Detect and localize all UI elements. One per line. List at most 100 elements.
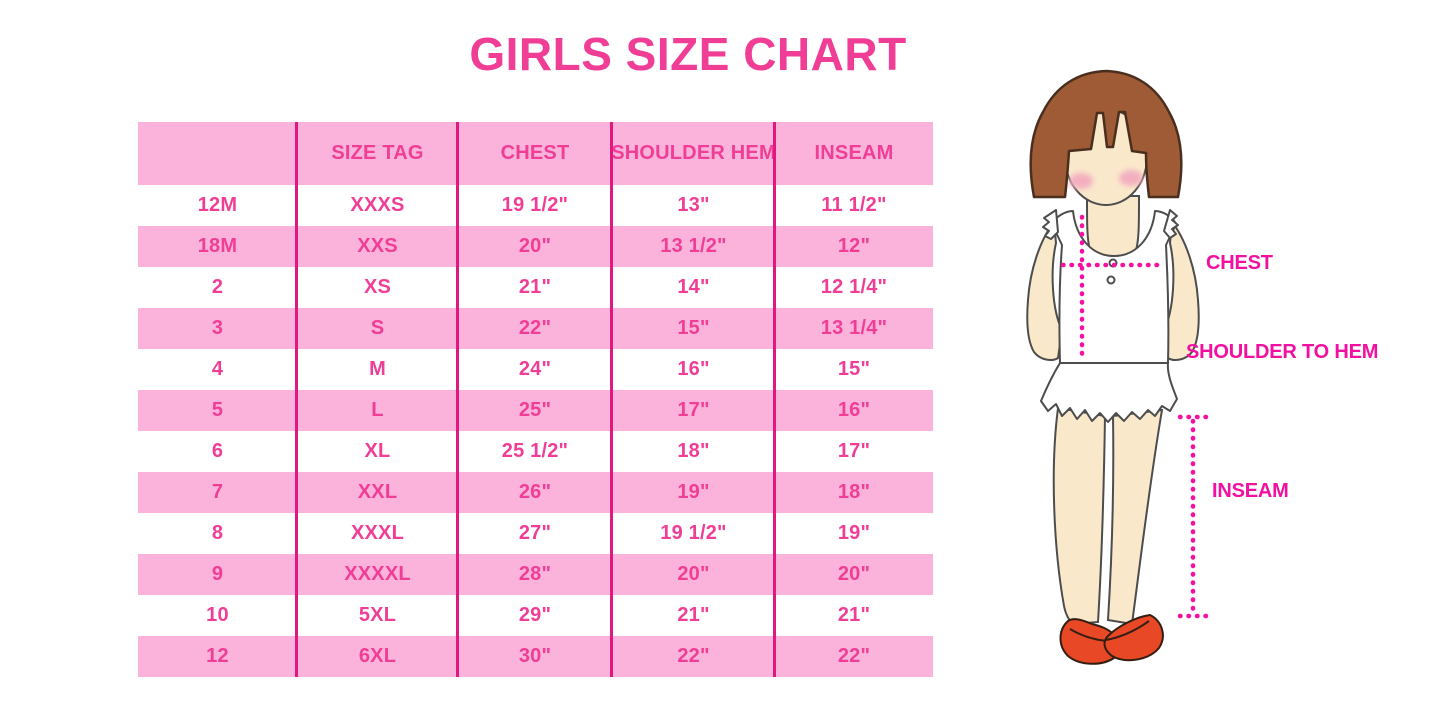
table-cell: 22" (837, 645, 871, 667)
table-cell: XS (363, 276, 392, 298)
table-cell: 17" (837, 440, 871, 462)
table-cell: 21" (677, 604, 710, 626)
table-cell: 21" (518, 276, 552, 298)
table-cell: XXS (357, 235, 398, 257)
shoulder-to-hem-label: SHOULDER TO HEM (1186, 341, 1379, 363)
girl-blush-right (1119, 170, 1143, 186)
table-row: 18M XXS 20" 13 1/2" 12" (138, 226, 933, 267)
table-cell: 12" (837, 235, 871, 257)
table-cell: 29" (518, 604, 552, 626)
table-cell: 13 1/2" (660, 235, 727, 257)
table-cell: L (371, 399, 384, 421)
table-cell: 15" (837, 358, 871, 380)
table-header-row: SIZE TAG CHEST SHOULDER HEM INSEAM (138, 122, 933, 185)
table-cell: 27" (518, 522, 552, 544)
girl-right-shoe (1103, 614, 1164, 662)
column-header-chest: CHEST (500, 142, 570, 164)
table-cell: 5 (211, 399, 224, 421)
table-cell: 7 (211, 481, 224, 503)
table-cell: 9 (211, 563, 224, 585)
girl-left-ruffle (1042, 209, 1059, 240)
chest-label: CHEST (1206, 252, 1273, 274)
table-cell: 20" (677, 563, 710, 585)
table-cell: 5XL (358, 604, 397, 626)
table-row: 4 M 24" 16" 15" (138, 349, 933, 390)
table-cell: 2 (211, 276, 224, 298)
table-cell: XXXXL (344, 563, 411, 585)
table-cell: 10 (206, 604, 229, 626)
table-cell: S (370, 317, 385, 339)
table-cell: 8 (211, 522, 224, 544)
table-row: 12M XXXS 19 1/2" 13" 11 1/2" (138, 185, 933, 226)
table-cell: XXXL (350, 522, 405, 544)
table-cell: 18M (197, 235, 238, 257)
table-cell: 15" (677, 317, 710, 339)
table-cell: 6 (211, 440, 224, 462)
table-cell: M (369, 358, 386, 380)
column-divider (610, 122, 613, 677)
table-row: 8 XXXL 27" 19 1/2" 19" (138, 513, 933, 554)
column-header-shoulder-hem: SHOULDER HEM (611, 142, 776, 164)
table-row: 12 6XL 30" 22" 22" (138, 636, 933, 677)
girl-neck (1085, 195, 1141, 260)
table-cell: 28" (518, 563, 552, 585)
girl-right-leg (1106, 408, 1164, 626)
table-cell: 14" (677, 276, 710, 298)
girl-hair (1029, 69, 1183, 199)
table-cell: 11 1/2" (821, 194, 887, 216)
table-cell: 25" (518, 399, 552, 421)
table-row: 10 5XL 29" 21" 21" (138, 595, 933, 636)
table-row: 2 XS 21" 14" 12 1/4" (138, 267, 933, 308)
table-cell: 19" (837, 522, 871, 544)
table-cell: 18" (837, 481, 871, 503)
girl-left-arm (1026, 219, 1064, 361)
table-cell: XXL (357, 481, 398, 503)
table-cell: 6XL (358, 645, 397, 667)
table-cell: XL (364, 440, 391, 462)
table-row: 5 L 25" 17" 16" (138, 390, 933, 431)
table-cell: 20" (518, 235, 552, 257)
column-divider (773, 122, 776, 677)
inseam-label: INSEAM (1212, 480, 1289, 502)
column-header-size-tag: SIZE TAG (331, 142, 424, 164)
measurement-figure (1000, 55, 1400, 685)
table-cell: 19" (677, 481, 710, 503)
girl-skirt (1040, 362, 1178, 423)
table-cell: 12 1/4" (820, 276, 888, 298)
girl-top-button (1106, 275, 1116, 285)
table-cell: 22" (518, 317, 552, 339)
girl-right-ruffle (1163, 209, 1179, 239)
table-cell: 3 (211, 317, 224, 339)
table-cell: 12 (206, 645, 229, 667)
girl-left-leg (1052, 406, 1107, 626)
table-row: 7 XXL 26" 19" 18" (138, 472, 933, 513)
table-cell: 19 1/2" (501, 194, 569, 216)
size-table-rows: 12M XXXS 19 1/2" 13" 11 1/2" 18M XXS 20" 13 1/2"… (138, 185, 933, 677)
column-divider (456, 122, 459, 677)
table-cell: 12M (197, 194, 238, 216)
girl-right-arm (1162, 219, 1200, 361)
table-cell: XXXS (350, 194, 405, 216)
table-row: 3 S 22" 15" 13 1/4" (138, 308, 933, 349)
table-cell: 21" (837, 604, 871, 626)
column-header-blank (138, 122, 297, 185)
table-cell: 22" (677, 645, 710, 667)
girl-right-shoe-strap (1105, 620, 1150, 641)
table-cell: 13 1/4" (820, 317, 888, 339)
page-title: GIRLS SIZE CHART (469, 28, 907, 80)
table-cell: 17" (677, 399, 710, 421)
table-cell: 18" (677, 440, 710, 462)
column-divider (295, 122, 298, 677)
table-row: 9 XXXXL 28" 20" 20" (138, 554, 933, 595)
table-cell: 16" (677, 358, 710, 380)
girl-illustration (1026, 69, 1209, 665)
table-cell: 26" (518, 481, 552, 503)
girl-blush-left (1069, 173, 1093, 189)
table-cell: 20" (837, 563, 871, 585)
table-cell: 16" (837, 399, 871, 421)
column-header-inseam: INSEAM (814, 142, 894, 164)
table-cell: 19 1/2" (660, 522, 727, 544)
table-cell: 24" (518, 358, 552, 380)
table-cell: 25 1/2" (501, 440, 569, 462)
table-cell: 4 (211, 358, 224, 380)
